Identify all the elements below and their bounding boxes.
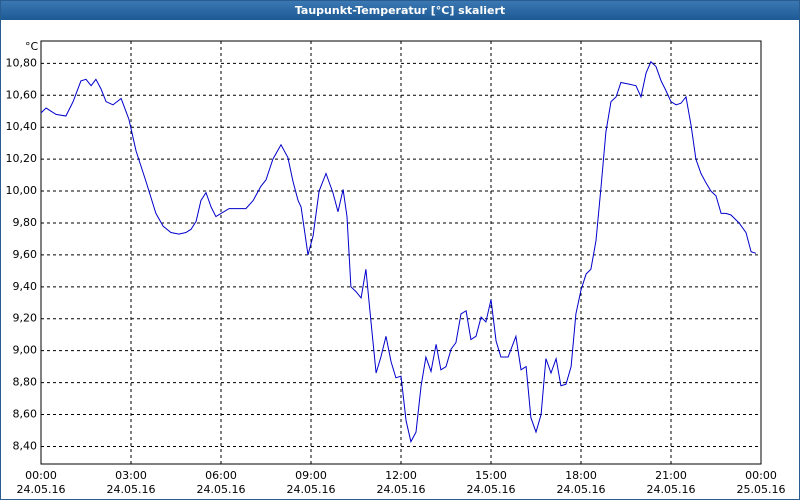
y-tick-label: 9,60 (13, 248, 38, 261)
x-tick-date: 24.05.16 (107, 483, 156, 496)
x-tick-date: 24.05.16 (557, 483, 606, 496)
x-tick-label: 21:00 (655, 469, 687, 482)
x-tick-label: 03:00 (115, 469, 147, 482)
x-tick-label: 18:00 (565, 469, 597, 482)
x-tick-label: 00:00 (745, 469, 777, 482)
x-tick-date: 24.05.16 (647, 483, 696, 496)
y-tick-label: 9,20 (13, 312, 38, 325)
y-tick-label: 9,00 (13, 344, 38, 357)
x-tick-label: 06:00 (205, 469, 237, 482)
x-tick-date: 24.05.16 (17, 483, 66, 496)
x-tick-label: 15:00 (475, 469, 507, 482)
x-tick-date: 24.05.16 (197, 483, 246, 496)
x-tick-date: 24.05.16 (377, 483, 426, 496)
y-tick-label: 8,60 (13, 408, 38, 421)
title-bar: Taupunkt-Temperatur [°C] skaliert (1, 1, 799, 20)
y-tick-label: 10,80 (6, 56, 38, 69)
x-tick-date: 24.05.16 (287, 483, 336, 496)
data-line (40, 60, 757, 444)
y-tick-label: 10,60 (6, 88, 38, 101)
x-tick-date: 25.05.16 (737, 483, 786, 496)
x-tick-label: 09:00 (295, 469, 327, 482)
y-tick-label: 8,40 (13, 439, 38, 452)
y-tick-label: 8,80 (13, 376, 38, 389)
y-tick-label: 10,00 (6, 184, 38, 197)
y-unit: °C (25, 40, 39, 53)
y-tick-label: 10,40 (6, 120, 38, 133)
y-tick-label: 10,20 (6, 152, 38, 165)
y-tick-label: 9,40 (13, 280, 38, 293)
x-tick-label: 12:00 (385, 469, 417, 482)
x-tick-label: 00:00 (25, 469, 57, 482)
x-tick-date: 24.05.16 (467, 483, 516, 496)
chart: °C 8,40 8,60 8,80 9,00 9,20 9,40 9,60 9,80 10,00 1… (6, 40, 786, 496)
y-tick-label: 9,80 (13, 216, 38, 229)
